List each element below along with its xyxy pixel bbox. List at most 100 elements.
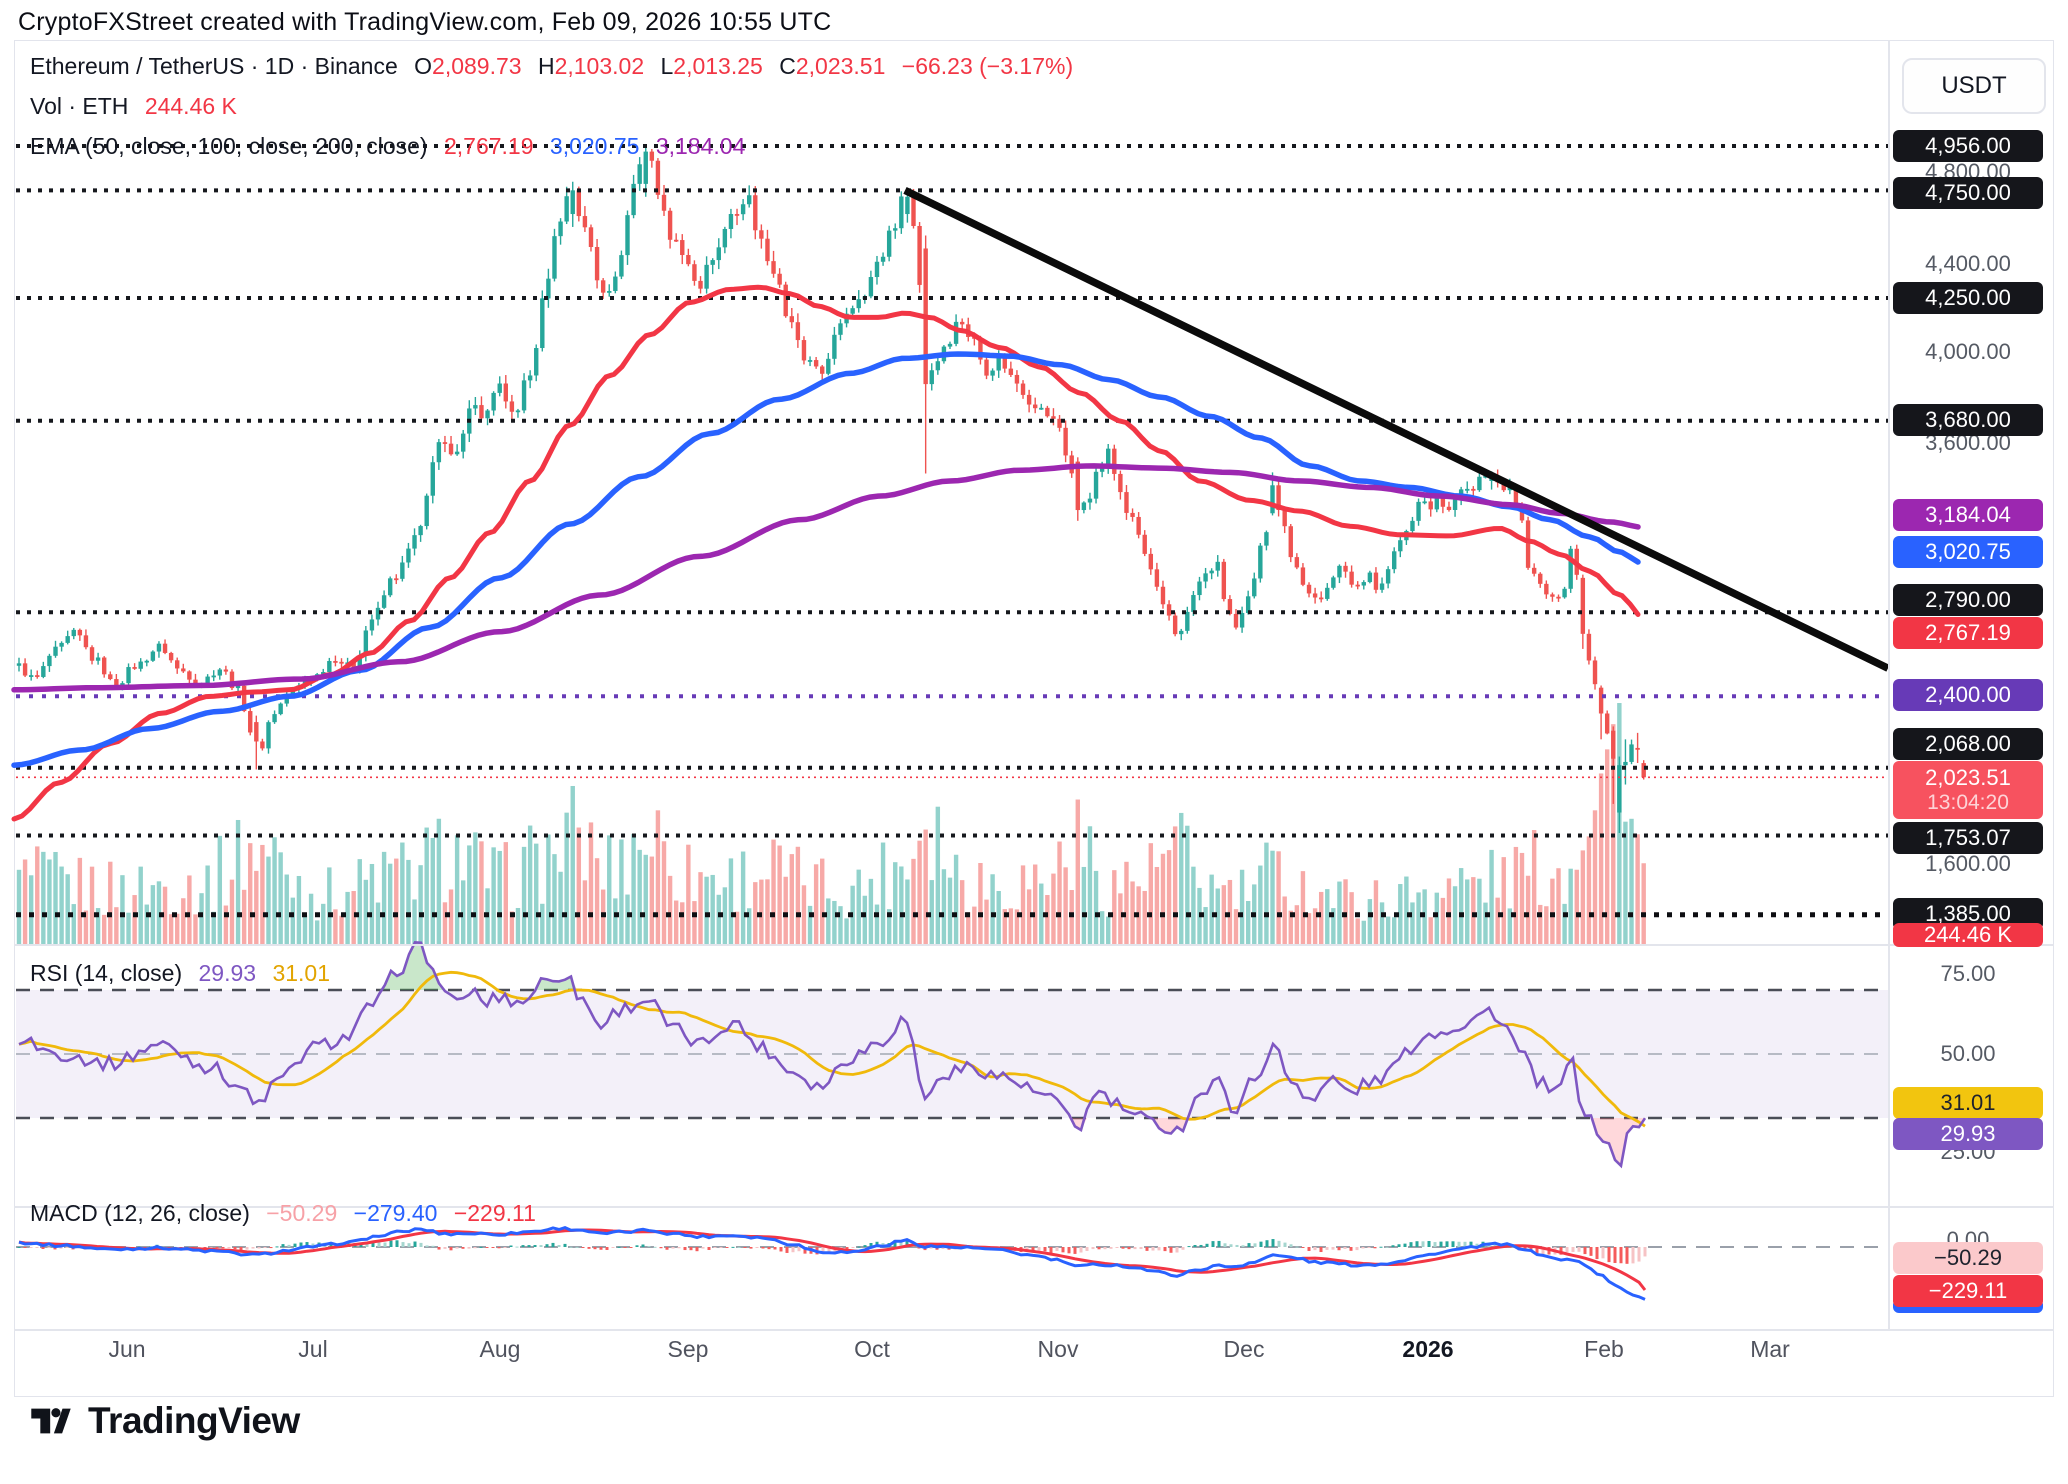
macd-line [18,1225,1646,1301]
price-axis-grey-label: 4,000.00 [1925,339,2011,364]
macd-histogram-bar [899,1241,903,1247]
macd-histogram-bar [1589,1247,1593,1256]
macd-histogram-bar [1403,1243,1407,1247]
macd-histogram-bar [1277,1240,1281,1247]
macd-histogram-bar [1103,1247,1107,1250]
time-axis-label[interactable]: Jun [108,1336,146,1362]
macd-histogram-bar [701,1247,705,1249]
time-axis-label[interactable]: Oct [854,1336,890,1362]
macd-histogram-bar [1385,1246,1389,1248]
macd-histogram-bar [377,1242,381,1247]
time-axis-label[interactable]: Mar [1750,1336,1790,1362]
macd-histogram-bar [1109,1247,1113,1249]
macd-histogram-bar [1409,1242,1413,1247]
price-axis-badge: 2,023.51 13:04:20 [1893,761,2043,819]
macd-histogram-bar [1157,1247,1161,1251]
macd-histogram-bar [329,1242,333,1247]
time-axis-label[interactable]: Nov [1037,1336,1079,1362]
macd-histogram-bar [1571,1247,1575,1252]
macd-histogram-bar [1397,1244,1401,1247]
macd-histogram-bar [1295,1246,1299,1248]
macd-histogram-bar [485,1247,489,1248]
macd-histogram-bar [251,1247,255,1249]
macd-histogram-bar [659,1247,663,1249]
price-axis-badge: 4,956.00 [1893,130,2043,162]
macd-histogram-bar [509,1245,513,1247]
macd-histogram-bar [941,1247,945,1249]
macd-histogram-bar [629,1247,633,1248]
macd-histogram-bar [1073,1247,1077,1254]
macd-histogram-bar [1043,1247,1047,1252]
macd-histogram-bar [671,1247,675,1249]
time-axis-label[interactable]: 2026 [1402,1336,1454,1362]
macd-histogram-bar [407,1243,411,1247]
time-axis-label[interactable]: Jul [298,1336,328,1362]
price-axis-grey-label: 50.00 [1940,1041,1996,1066]
price-axis-badge: 1,753.07 [1893,822,2043,854]
macd-histogram-bar [581,1247,585,1248]
macd-histogram-bar [1265,1240,1269,1247]
macd-histogram-bar [917,1247,921,1249]
ema-legend: EMA (50, close, 100, close, 200, close) … [30,133,746,159]
macd-histogram-bar [593,1247,597,1250]
macd-histogram-bar [1307,1247,1311,1251]
macd-histogram-bar [647,1245,651,1247]
macd-histogram-bar [1367,1247,1371,1248]
macd-histogram-bar [929,1247,933,1249]
macd-histogram-bar [563,1243,567,1247]
macd-histogram-bar [569,1246,573,1248]
macd-histogram-bar [437,1247,441,1250]
macd-histogram-bar [263,1247,267,1248]
time-axis-label[interactable]: Dec [1223,1336,1265,1362]
macd-histogram-bar [461,1247,465,1249]
time-axis-label[interactable]: Sep [667,1336,709,1362]
macd-histogram-bar [275,1246,279,1248]
tradingview-brand-text: TradingView [88,1400,300,1441]
macd-histogram-bar [539,1245,543,1247]
rsi-ma-line [18,970,1646,1128]
macd-histogram-bar [65,1247,69,1248]
time-axis-label[interactable]: Feb [1584,1336,1624,1362]
macd-histogram-bar [239,1247,243,1251]
macd-histogram-bar [1373,1247,1377,1249]
ema-line [11,284,1641,822]
time-axis-label[interactable]: Aug [479,1336,521,1362]
ema-line [11,351,1641,768]
macd-histogram-bar [635,1245,639,1247]
macd-histogram-bar [1439,1241,1443,1247]
macd-histogram-bar [1133,1247,1137,1250]
macd-histogram-bar [1463,1241,1467,1247]
price-axis-badge: 29.93 [1893,1118,2043,1150]
macd-histogram-bar [281,1244,285,1247]
price-axis-badge: 3,680.00 [1893,404,2043,436]
macd-histogram-bar [305,1242,309,1247]
macd-histogram-bar [1349,1247,1353,1251]
macd-histogram-bar [1637,1247,1641,1262]
macd-histogram-bar [1145,1247,1149,1251]
macd-histogram-bar [1319,1247,1323,1253]
macd-histogram-bar [1595,1247,1599,1260]
macd-histogram-bar [1253,1243,1257,1247]
macd-histogram-bar [863,1245,867,1247]
macd-histogram-bar [641,1244,645,1247]
macd-histogram-bar [725,1247,729,1248]
macd-histogram-bar [1313,1247,1317,1251]
macd-histogram-bar [743,1247,747,1248]
macd-histogram-bar [755,1247,759,1248]
currency-toggle-button[interactable]: USDT [1902,58,2046,114]
volume-legend: Vol · ETH 244.46 K [30,93,237,119]
macd-histogram-bar [473,1247,477,1249]
macd-histogram-bar [425,1245,429,1247]
macd-histogram-bar [1187,1246,1191,1248]
macd-histogram-bar [893,1240,897,1247]
macd-histogram-bar [1325,1247,1329,1250]
macd-histogram-bar [1445,1241,1449,1247]
macd-histogram-bar [221,1247,225,1249]
macd-histogram-bar [1301,1247,1305,1248]
price-axis-border [1888,40,1890,1330]
price-axis-badge: 31.01 [1893,1087,2043,1119]
macd-histogram-bar [1037,1247,1041,1251]
macd-histogram-bar [611,1247,615,1248]
macd-histogram-bar [1541,1247,1545,1255]
